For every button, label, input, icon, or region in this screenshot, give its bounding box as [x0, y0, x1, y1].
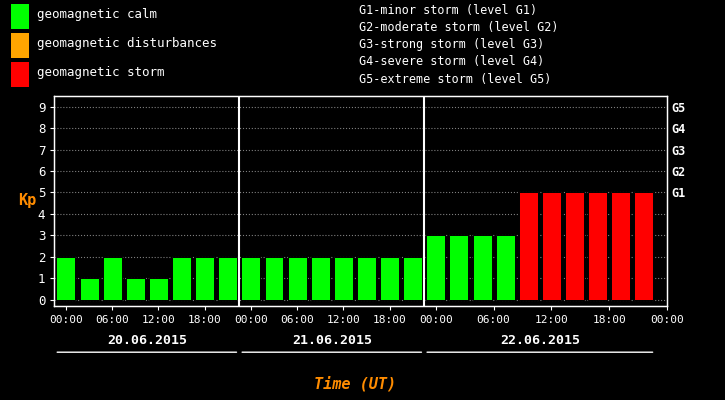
- Bar: [218, 257, 237, 300]
- Bar: [357, 257, 376, 300]
- Bar: [380, 257, 399, 300]
- Bar: [172, 257, 191, 300]
- Text: Time (UT): Time (UT): [314, 376, 397, 391]
- Y-axis label: Kp: Kp: [17, 194, 36, 208]
- Bar: [80, 278, 99, 300]
- Text: geomagnetic calm: geomagnetic calm: [37, 8, 157, 20]
- Bar: [403, 257, 422, 300]
- Text: 22.06.2015: 22.06.2015: [500, 334, 580, 347]
- Bar: [11, 4, 29, 29]
- Bar: [473, 235, 492, 300]
- Bar: [195, 257, 214, 300]
- Bar: [126, 278, 145, 300]
- Text: geomagnetic disturbances: geomagnetic disturbances: [37, 36, 218, 50]
- Bar: [565, 192, 584, 300]
- Bar: [634, 192, 653, 300]
- Text: 20.06.2015: 20.06.2015: [107, 334, 187, 347]
- Bar: [496, 235, 515, 300]
- Bar: [542, 192, 561, 300]
- Bar: [519, 192, 538, 300]
- Bar: [265, 257, 283, 300]
- Bar: [288, 257, 307, 300]
- Bar: [57, 257, 75, 300]
- Bar: [11, 33, 29, 58]
- Bar: [334, 257, 353, 300]
- Text: G4-severe storm (level G4): G4-severe storm (level G4): [359, 56, 544, 68]
- Text: 21.06.2015: 21.06.2015: [291, 334, 372, 347]
- Bar: [11, 62, 29, 87]
- Bar: [103, 257, 122, 300]
- Bar: [311, 257, 330, 300]
- Text: G5-extreme storm (level G5): G5-extreme storm (level G5): [359, 73, 551, 86]
- Text: G3-strong storm (level G3): G3-strong storm (level G3): [359, 38, 544, 51]
- Text: G2-moderate storm (level G2): G2-moderate storm (level G2): [359, 21, 558, 34]
- Bar: [611, 192, 630, 300]
- Bar: [450, 235, 468, 300]
- Text: G1-minor storm (level G1): G1-minor storm (level G1): [359, 4, 537, 17]
- Bar: [426, 235, 445, 300]
- Bar: [241, 257, 260, 300]
- Bar: [588, 192, 607, 300]
- Bar: [149, 278, 168, 300]
- Text: geomagnetic storm: geomagnetic storm: [37, 66, 165, 78]
